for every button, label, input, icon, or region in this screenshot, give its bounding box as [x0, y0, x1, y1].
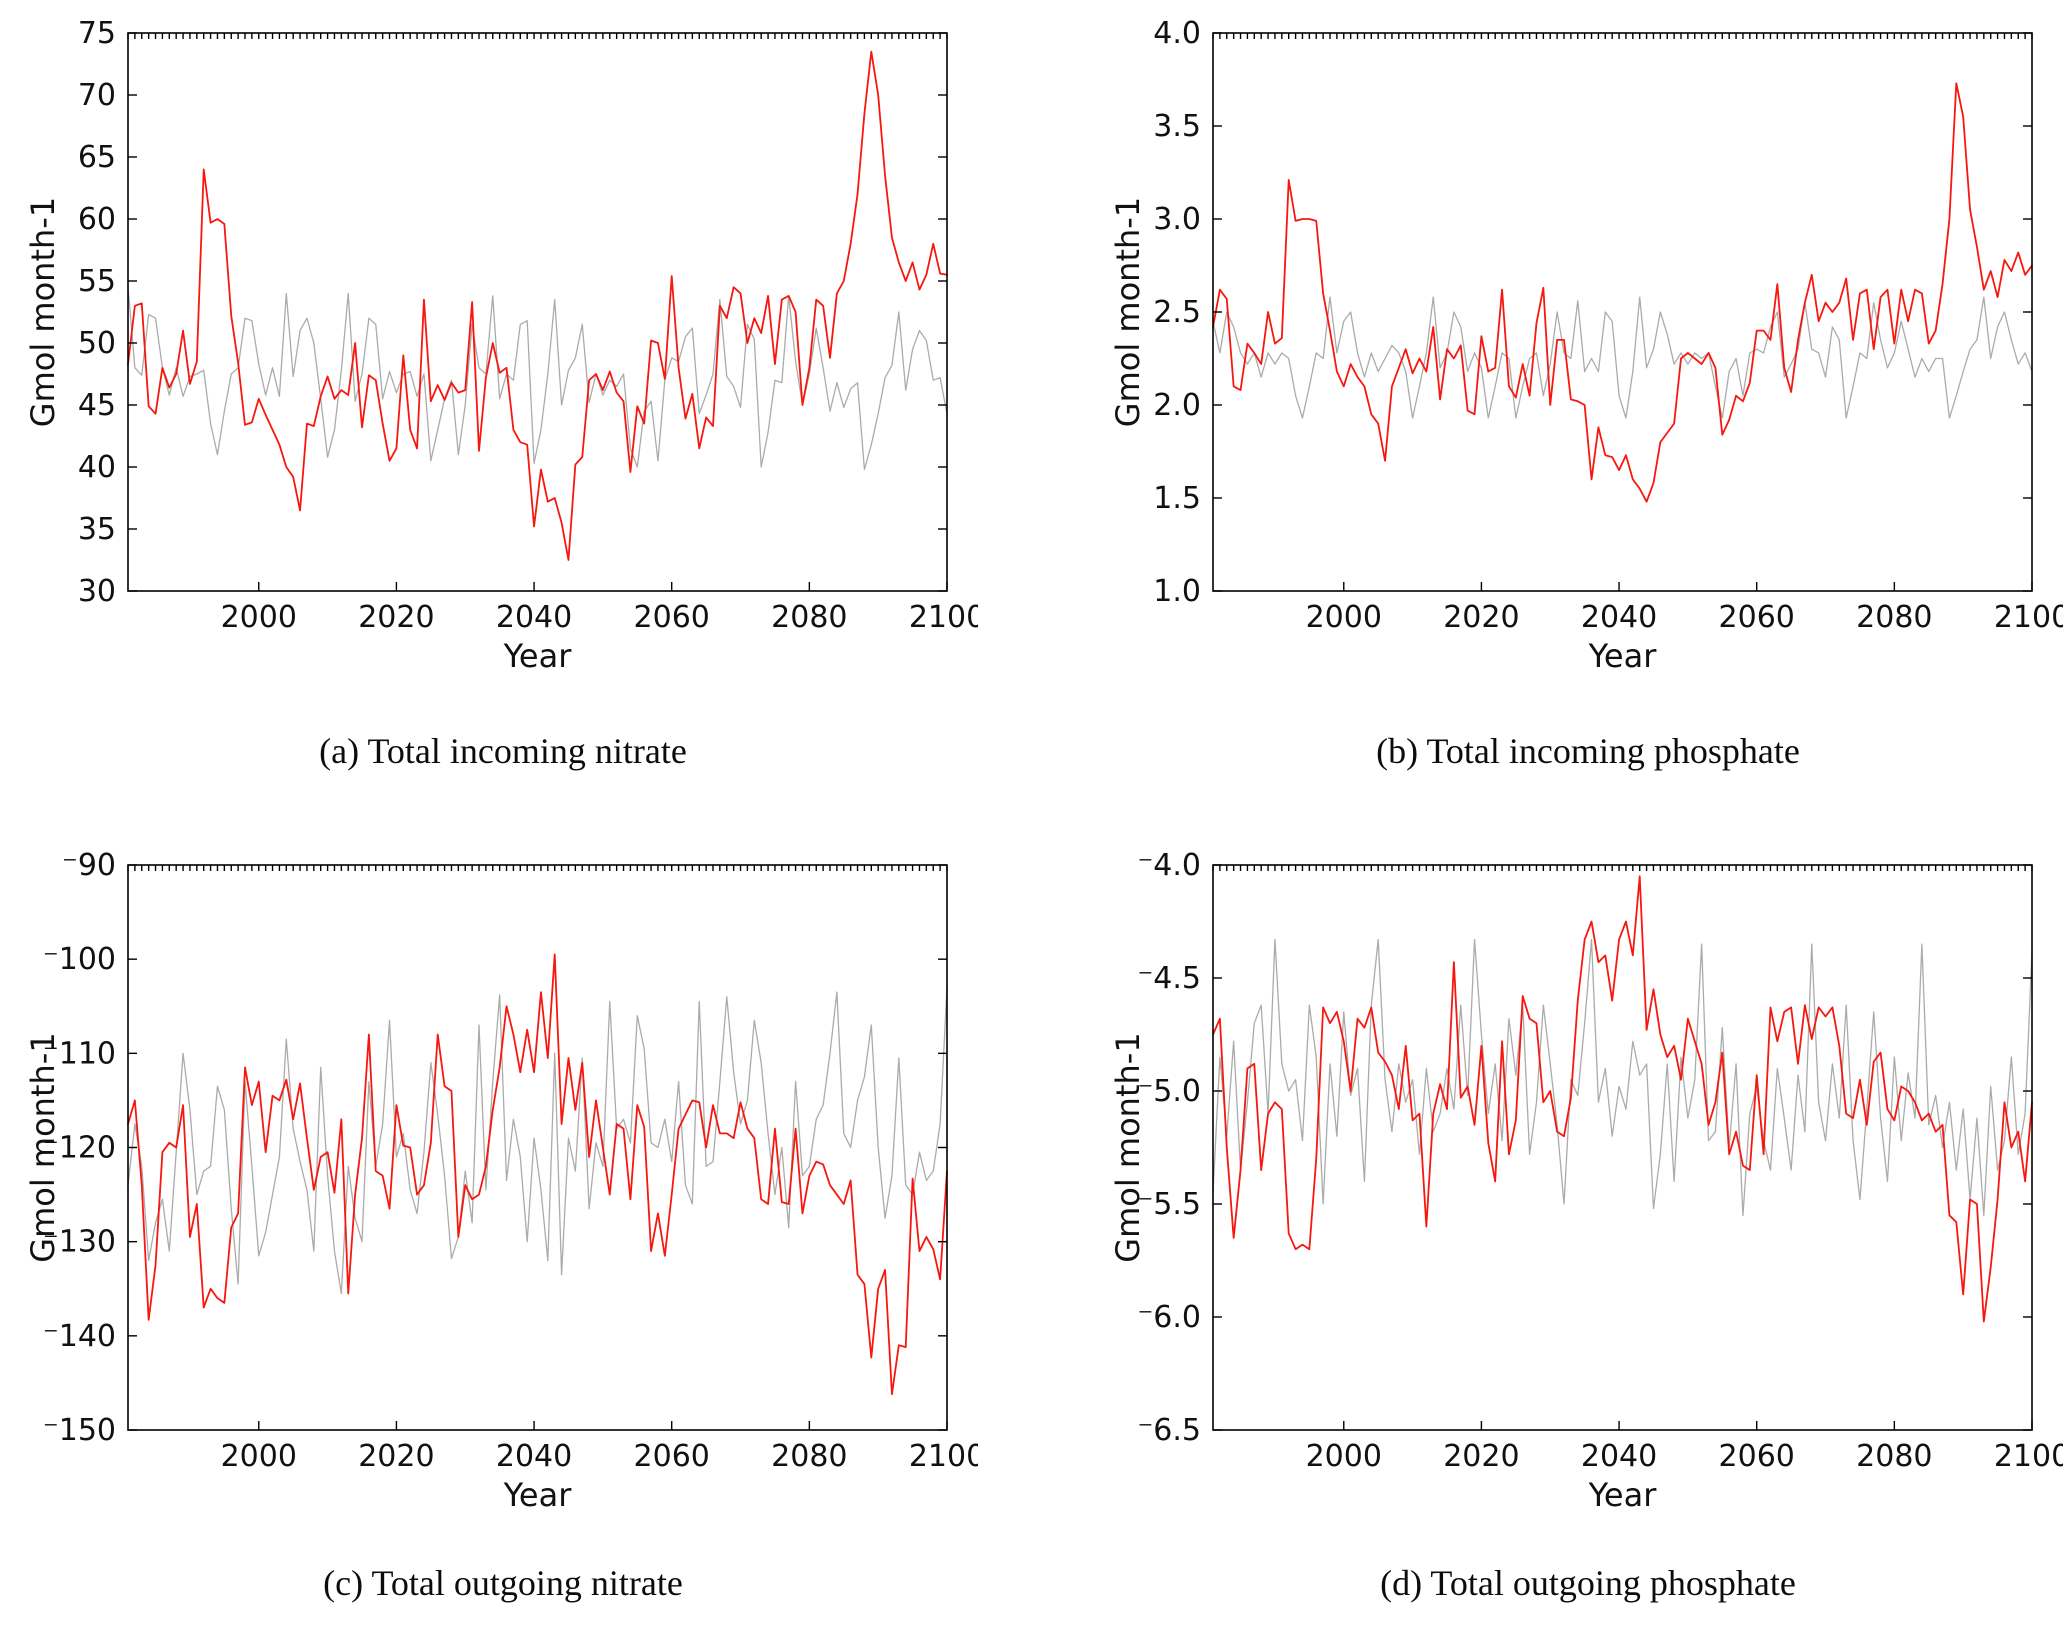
x-tick-label: 2040: [1581, 1439, 1657, 1474]
y-tick-label: 30: [78, 574, 116, 609]
x-tick-label: 2020: [1443, 1439, 1519, 1474]
y-tick-label: 40: [78, 450, 116, 485]
series-control-gray-line: [1212, 938, 2033, 1216]
caption-d: (d) Total outgoing phosphate: [1380, 1563, 1796, 1603]
y-tick-label: ⁻5.0: [1137, 1074, 1201, 1109]
x-tick-label: 2000: [1306, 1439, 1382, 1474]
x-tick-label: 2060: [1719, 600, 1795, 635]
panel-c: 2000 2020 2040 2060 2080 2100 ⁻150 ⁻140 ⁻130 ⁻120…: [28, 832, 978, 1632]
caption-c: (c) Total outgoing nitrate: [323, 1563, 683, 1603]
chart-c-total-outgoing-nitrate: 2000 2020 2040 2060 2080 2100 ⁻150 ⁻140 ⁻130 ⁻120…: [28, 848, 978, 1514]
y-tick-label: ⁻90: [62, 848, 116, 883]
caption-b: (b) Total incoming phosphate: [1376, 731, 1800, 771]
caption-a: (a) Total incoming nitrate: [319, 731, 687, 771]
y-tick-label: 55: [78, 264, 116, 299]
y-tick-label: ⁻130: [43, 1225, 116, 1260]
y-tick-label: 70: [78, 78, 116, 113]
axis-ticks: [127, 864, 948, 1431]
x-tick-label: 2080: [771, 1439, 847, 1474]
x-tick-label: 2080: [771, 600, 847, 635]
y-tick-label: 35: [78, 512, 116, 547]
x-axis-title: Year: [1588, 1476, 1658, 1514]
x-tick-label: 2080: [1856, 1439, 1932, 1474]
x-axis-title: Year: [503, 637, 573, 675]
x-axis-title: Year: [503, 1476, 573, 1514]
series-control-gray-line: [127, 986, 948, 1295]
x-tick-label: 2000: [221, 1439, 297, 1474]
x-tick-label: 2020: [358, 1439, 434, 1474]
plot-frame: [1212, 864, 2033, 1431]
plot-frame: [1212, 32, 2033, 592]
axis-ticks: [127, 32, 948, 592]
y-tick-label: 1.0: [1153, 574, 1201, 609]
x-tick-label: 2040: [496, 600, 572, 635]
y-tick-label: 3.5: [1153, 109, 1201, 144]
panel-d: 2000 2020 2040 2060 2080 2100 ⁻6.5 ⁻6.0 ⁻5.5 ⁻5.0…: [1113, 832, 2063, 1632]
x-tick-label: 2100: [1994, 600, 2063, 635]
series-control-gray-line: [127, 286, 948, 471]
y-tick-label: 1.5: [1153, 481, 1201, 516]
y-tick-label: ⁻5.5: [1137, 1187, 1201, 1222]
y-tick-label: ⁻140: [43, 1319, 116, 1354]
x-tick-label: 2060: [634, 1439, 710, 1474]
series-scenario-red-line: [1212, 82, 2033, 503]
x-tick-label: 2100: [909, 1439, 978, 1474]
series-control-gray-line: [1212, 296, 2033, 419]
plot-frame: [127, 32, 948, 592]
x-tick-label: 2000: [1306, 600, 1382, 635]
y-tick-label: 65: [78, 140, 116, 175]
y-tick-label: 2.0: [1153, 388, 1201, 423]
x-tick-label: 2060: [634, 600, 710, 635]
panel-a: 2000 2020 2040 2060 2080 2100 30 35 40 45 50 55 60 65…: [28, 0, 978, 800]
x-tick-label: 2020: [1443, 600, 1519, 635]
y-tick-label: ⁻4.0: [1137, 848, 1201, 883]
y-tick-label: ⁻6.0: [1137, 1300, 1201, 1335]
panel-b: 2000 2020 2040 2060 2080 2100 1.0 1.5 2.0 2.5 3.0 3…: [1113, 0, 2063, 800]
x-tick-label: 2060: [1719, 1439, 1795, 1474]
series-scenario-red-line: [127, 50, 948, 561]
x-axis-title: Year: [1588, 637, 1658, 675]
y-tick-label: ⁻6.5: [1137, 1413, 1201, 1448]
y-tick-label: 2.5: [1153, 295, 1201, 330]
y-tick-label: 3.0: [1153, 202, 1201, 237]
y-tick-label: ⁻110: [43, 1036, 116, 1071]
x-tick-label: 2040: [1581, 600, 1657, 635]
y-tick-label: ⁻120: [43, 1131, 116, 1166]
y-tick-label: ⁻150: [43, 1413, 116, 1448]
chart-d-total-outgoing-phosphate: 2000 2020 2040 2060 2080 2100 ⁻6.5 ⁻6.0 ⁻5.5 ⁻5.0…: [1113, 848, 2063, 1514]
axis-ticks: [1212, 32, 2033, 592]
x-tick-label: 2100: [909, 600, 978, 635]
x-tick-label: 2100: [1994, 1439, 2063, 1474]
series-scenario-red-line: [127, 953, 948, 1396]
series-scenario-red-line: [1212, 875, 2033, 1323]
x-tick-label: 2080: [1856, 600, 1932, 635]
y-tick-label: 75: [78, 16, 116, 51]
chart-a-total-incoming-nitrate: 2000 2020 2040 2060 2080 2100 30 35 40 45 50 55 60 65…: [28, 16, 978, 675]
chart-b-total-incoming-phosphate: 2000 2020 2040 2060 2080 2100 1.0 1.5 2.0 2.5 3.0 3…: [1113, 16, 2063, 675]
x-tick-label: 2040: [496, 1439, 572, 1474]
y-axis-title: Gmol month-1: [28, 1032, 62, 1262]
y-tick-label: 50: [78, 326, 116, 361]
y-tick-label: 60: [78, 202, 116, 237]
y-tick-label: 45: [78, 388, 116, 423]
x-tick-label: 2020: [358, 600, 434, 635]
y-axis-title: Gmol month-1: [28, 197, 62, 427]
y-axis-title: Gmol month-1: [1113, 197, 1147, 427]
y-tick-label: ⁻100: [43, 942, 116, 977]
y-axis-title: Gmol month-1: [1113, 1032, 1147, 1262]
x-tick-label: 2000: [221, 600, 297, 635]
y-tick-label: ⁻4.5: [1137, 961, 1201, 996]
y-tick-label: 4.0: [1153, 16, 1201, 51]
axis-ticks: [1212, 864, 2033, 1431]
